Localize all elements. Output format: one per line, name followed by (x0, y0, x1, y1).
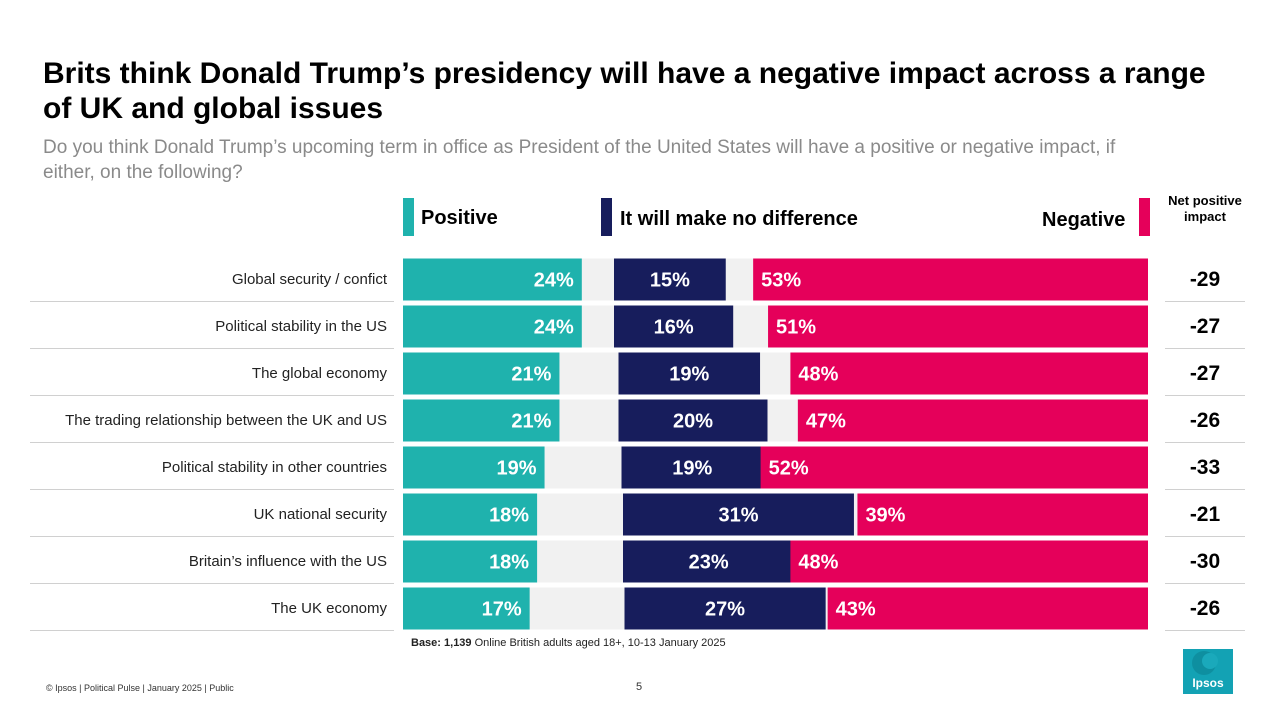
legend-swatch-no-difference (601, 198, 612, 236)
bar-label-negative: 47% (806, 411, 846, 433)
net-separator (1165, 489, 1245, 490)
bar-positive (403, 352, 560, 395)
bar-positive (403, 446, 545, 489)
logo-mark-icon (1192, 651, 1218, 675)
row-label: The UK economy (271, 599, 387, 617)
bar-label-negative: 53% (761, 270, 801, 292)
net-separator (1165, 395, 1245, 396)
ipsos-logo: Ipsos (1183, 649, 1233, 694)
net-impact-value: -26 (1189, 408, 1221, 432)
bar-no-difference (618, 352, 761, 395)
net-separator (1165, 301, 1245, 302)
net-impact-value: -21 (1189, 502, 1221, 526)
bar-no-difference (618, 399, 768, 442)
net-impact-header: Net positive impact (1168, 193, 1242, 224)
row-label: Britain’s influence with the US (188, 552, 387, 570)
bar-label-negative: 48% (798, 552, 838, 574)
bar-label-no-difference: 16% (654, 317, 694, 339)
row-label: Political stability in the US (215, 317, 387, 335)
logo-text: Ipsos (1192, 676, 1224, 690)
row-label: The global economy (251, 364, 387, 382)
net-separator (1165, 348, 1245, 349)
row-separator (30, 301, 394, 302)
bar-label-negative: 51% (776, 317, 816, 339)
bar-label-positive: 21% (511, 411, 551, 433)
bar-label-no-difference: 27% (705, 599, 745, 621)
net-separator (1165, 583, 1245, 584)
bar-no-difference (614, 305, 734, 348)
bar-label-no-difference: 23% (689, 552, 729, 574)
bar-positive (403, 305, 582, 348)
bar-negative (768, 305, 1148, 348)
bar-positive (403, 493, 538, 536)
legend-swatch-positive (403, 198, 414, 236)
bar-negative (857, 493, 1148, 536)
base-note-text: Online British adults aged 18+, 10-13 Ja… (474, 637, 726, 649)
bar-no-difference (621, 446, 764, 489)
net-separator (1165, 630, 1245, 631)
legend-label-negative: Negative (1042, 209, 1126, 231)
net-impact-value: -29 (1189, 267, 1221, 291)
bar-label-positive: 17% (482, 599, 522, 621)
bar-label-no-difference: 31% (718, 505, 758, 527)
bar-label-positive: 18% (489, 505, 529, 527)
bar-label-negative: 43% (836, 599, 876, 621)
row-separator (30, 583, 394, 584)
bar-label-no-difference: 19% (672, 458, 712, 480)
net-impact-value: -27 (1189, 361, 1221, 385)
bar-negative (753, 258, 1148, 301)
net-impact-value: -27 (1189, 314, 1221, 338)
row-separator (30, 348, 394, 349)
net-separator (1165, 536, 1245, 537)
net-impact-value: -33 (1189, 455, 1221, 479)
row-separator (30, 442, 394, 443)
row-separator (30, 395, 394, 396)
bar-no-difference (624, 587, 826, 630)
bar-label-no-difference: 15% (650, 270, 690, 292)
bar-positive (403, 587, 530, 630)
row-label: UK national security (253, 505, 387, 523)
bar-no-difference (623, 540, 795, 583)
row-separator (30, 630, 394, 631)
legend-label-positive: Positive (421, 207, 498, 229)
bar-negative (790, 540, 1148, 583)
row-separator (30, 536, 394, 537)
bar-label-positive: 24% (534, 270, 574, 292)
bar-positive (403, 540, 538, 583)
bar-label-no-difference: 19% (669, 364, 709, 386)
page-title: Brits think Donald Trump’s presidency wi… (43, 57, 1206, 125)
row-label: The trading relationship between the UK … (65, 411, 387, 429)
net-impact-value: -26 (1189, 596, 1221, 620)
bar-positive (403, 258, 582, 301)
bar-label-no-difference: 20% (673, 411, 713, 433)
bar-negative (760, 446, 1148, 489)
legend-swatch-negative (1139, 198, 1150, 236)
bar-label-negative: 39% (865, 505, 905, 527)
bar-label-positive: 18% (489, 552, 529, 574)
bar-label-positive: 19% (497, 458, 537, 480)
footer-text: © Ipsos | Political Pulse | January 2025… (46, 683, 234, 693)
base-note-bold: Base: 1,139 (411, 637, 472, 649)
bar-label-negative: 48% (798, 364, 838, 386)
bar-positive (403, 399, 560, 442)
bar-negative (827, 587, 1148, 630)
base-note: Base: 1,139 Online British adults aged 1… (411, 637, 726, 649)
page-number: 5 (636, 681, 643, 693)
row-label: Political stability in other countries (161, 458, 387, 476)
bar-label-positive: 24% (534, 317, 574, 339)
bar-label-negative: 52% (769, 458, 809, 480)
bar-negative (790, 352, 1148, 395)
page-subtitle: Do you think Donald Trump’s upcoming ter… (43, 137, 1116, 183)
row-label: Global security / confict (231, 270, 387, 288)
legend-label-no-difference: It will make no difference (620, 208, 858, 230)
net-impact-value: -30 (1189, 549, 1221, 573)
bar-no-difference (623, 493, 854, 536)
bar-label-positive: 21% (511, 364, 551, 386)
bar-negative (797, 399, 1148, 442)
net-separator (1165, 442, 1245, 443)
row-separator (30, 489, 394, 490)
bar-no-difference (614, 258, 726, 301)
